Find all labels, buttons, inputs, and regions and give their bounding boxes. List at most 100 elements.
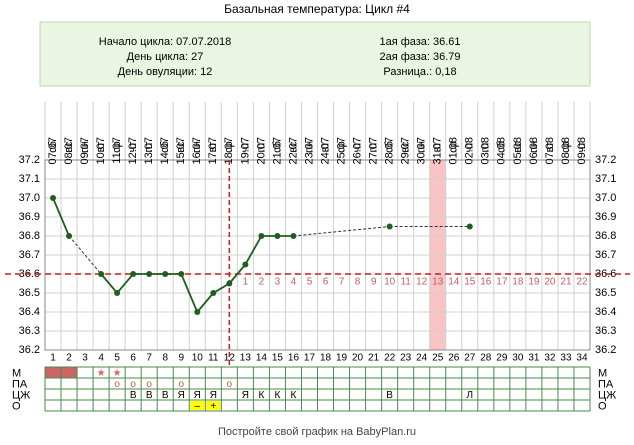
x-tick-label: 25: [432, 353, 444, 364]
table-fill: [45, 367, 62, 378]
weekday-label: чт: [239, 142, 251, 153]
date-label: 29.07: [400, 137, 412, 165]
temperature-point: [146, 271, 153, 277]
date-label: 06.08: [528, 137, 540, 165]
y-tick-label: 36.7: [19, 249, 40, 261]
date-label: 21.07: [271, 137, 283, 165]
y-tick-label: 36.2: [19, 344, 40, 356]
row-label: ЦЖ: [12, 389, 30, 401]
luteal-day-label: 16: [480, 277, 492, 288]
date-label: 15.07: [175, 137, 187, 165]
gap-connector: [68, 235, 102, 275]
table-mark: К: [275, 390, 281, 401]
y-tick-label: 36.4: [595, 306, 616, 318]
date-label: 22.07: [287, 137, 299, 165]
weekday-label: чт: [576, 142, 588, 153]
luteal-day-label: 22: [576, 277, 588, 288]
x-tick-label: 22: [384, 353, 396, 364]
date-label: 10.07: [95, 137, 107, 165]
temperature-point: [178, 271, 185, 277]
temperature-point: [114, 290, 121, 296]
x-tick-label: 20: [352, 353, 364, 364]
y-tick-label: 36.7: [595, 249, 616, 261]
y-tick-label: 36.9: [19, 211, 40, 223]
x-tick-label: 14: [256, 353, 268, 364]
luteal-day-label: 9: [371, 277, 377, 288]
x-tick-label: 13: [240, 353, 252, 364]
table-mark: Я: [178, 390, 185, 401]
temperature-point: [274, 233, 281, 239]
x-tick-label: 19: [336, 353, 348, 364]
y-tick-label: 36.3: [19, 325, 40, 337]
y-tick-label: 36.5: [19, 287, 40, 299]
table-mark: Я: [194, 390, 201, 401]
temperature-point: [162, 271, 169, 277]
luteal-day-label: 3: [275, 277, 281, 288]
weekday-label: сб: [271, 141, 283, 153]
x-tick-label: 5: [114, 353, 120, 364]
weekday-label: сб: [47, 141, 59, 153]
y-tick-label: 36.5: [595, 287, 616, 299]
table-mark: о: [227, 379, 233, 390]
plot-frame: [44, 159, 591, 351]
y-tick-label: 36.4: [19, 306, 40, 318]
weekday-label: вт: [95, 142, 107, 153]
info-text: 2ая фаза: 36.79: [379, 51, 460, 63]
weekday-label: пн: [191, 141, 203, 153]
y-tick-label: 36.8: [595, 230, 616, 242]
date-label: 05.08: [512, 137, 524, 165]
x-tick-label: 2: [66, 353, 72, 364]
info-box: [39, 21, 591, 87]
gap-connector: [293, 226, 390, 237]
table-cell-fill: [206, 401, 221, 410]
weekday-label: чт: [351, 142, 363, 153]
table-mark: Л: [466, 390, 473, 401]
x-tick-label: 6: [130, 353, 136, 364]
info-text: День овуляции: 12: [118, 66, 213, 78]
x-tick-label: 21: [368, 353, 380, 364]
weekday-label: вс: [63, 141, 75, 153]
weekday-label: вт: [319, 142, 331, 153]
info-text: Начало цикла: 07.07.2018: [99, 36, 231, 48]
table-mark: о: [130, 379, 136, 390]
weekday-label: пн: [416, 141, 428, 153]
x-tick-label: 9: [178, 353, 184, 364]
info-text: День цикла: 27: [127, 51, 204, 63]
luteal-day-label: 19: [528, 277, 540, 288]
date-label: 08.08: [560, 137, 572, 165]
luteal-day-label: 7: [339, 277, 345, 288]
temperature-point: [226, 280, 233, 287]
date-label: 07.07: [47, 137, 59, 165]
x-tick-label: 28: [480, 353, 492, 364]
table-mark: о: [114, 379, 120, 390]
luteal-day-label: 8: [355, 277, 361, 288]
date-label: 09.07: [79, 137, 91, 165]
date-label: 16.07: [191, 137, 203, 165]
luteal-day-label: 11: [400, 277, 411, 288]
luteal-day-label: 15: [464, 277, 476, 288]
luteal-day-label: 4: [291, 277, 297, 288]
weekday-label: вт: [432, 142, 444, 153]
x-tick-label: 24: [416, 353, 428, 364]
temperature-point: [210, 290, 217, 296]
weekday-label: ср: [560, 141, 572, 153]
date-label: 03.08: [480, 137, 492, 165]
x-tick-label: 31: [528, 353, 540, 364]
luteal-day-label: 5: [307, 277, 313, 288]
x-tick-label: 11: [208, 353, 219, 364]
date-label: 24.07: [319, 137, 331, 165]
x-tick-label: 3: [82, 353, 88, 364]
y-tick-label: 37.1: [595, 173, 616, 185]
row-label: М: [12, 367, 21, 379]
temperature-point: [130, 271, 137, 277]
table-mark: +: [210, 401, 216, 412]
date-label: 09.08: [576, 137, 588, 165]
x-tick-label: 33: [560, 353, 572, 364]
weekday-label: вс: [287, 141, 299, 153]
table-mark: В: [162, 390, 169, 401]
weekday-label: пн: [528, 141, 540, 153]
weekday-label: чт: [464, 142, 476, 153]
table-mark: Я: [242, 390, 249, 401]
x-tick-label: 12: [224, 353, 236, 364]
luteal-day-label: 20: [544, 277, 556, 288]
